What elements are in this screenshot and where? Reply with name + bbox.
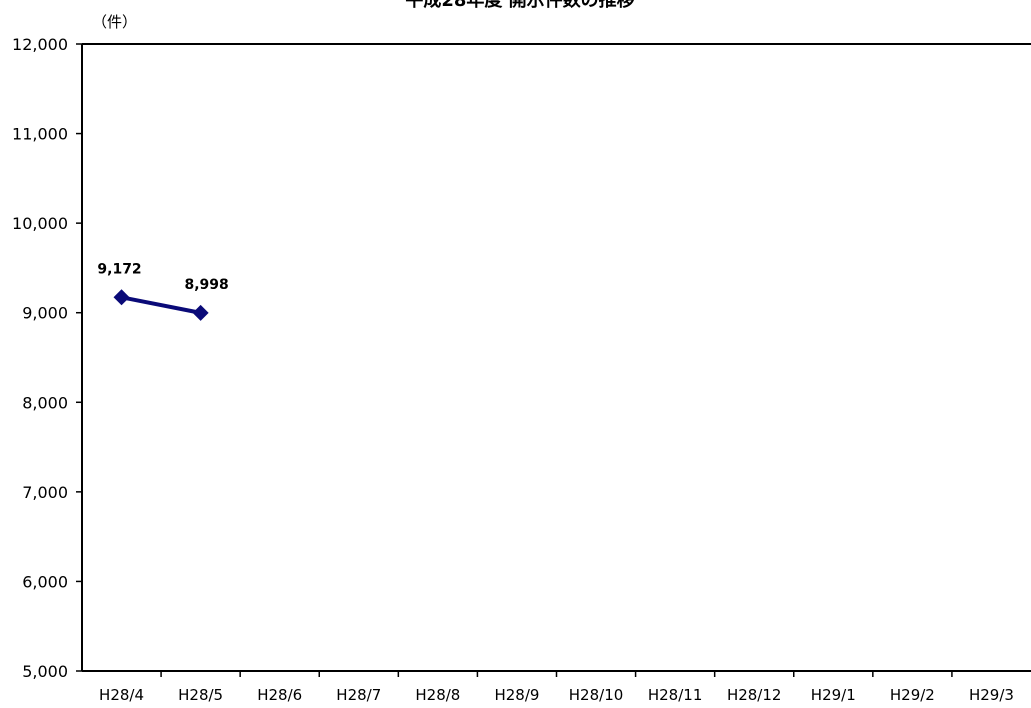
y-tick-label: 7,000: [22, 483, 68, 502]
x-tick-label: H28/6: [257, 686, 302, 704]
data-label: 8,998: [184, 277, 228, 293]
y-tick-label: 6,000: [22, 572, 68, 591]
data-point-marker: [113, 289, 130, 306]
data-point-marker: [192, 304, 209, 321]
chart-title: 平成28年度 開示件数の推移: [405, 0, 634, 11]
x-tick-label: H28/10: [569, 686, 624, 704]
y-axis-unit-label: （件）: [92, 13, 137, 31]
data-label: 9,172: [97, 261, 141, 277]
x-tick-label: H28/9: [494, 686, 539, 704]
y-tick-label: 11,000: [12, 125, 68, 144]
x-tick-label: H29/2: [890, 686, 935, 704]
y-tick-label: 5,000: [22, 662, 68, 681]
x-tick-label: H28/4: [99, 686, 144, 704]
x-tick-label: H28/5: [178, 686, 223, 704]
x-axis-ticks: H28/4 H28/5 H28/6 H28/7 H28/8 H28/9 H28/10 H28/…: [99, 671, 1014, 704]
x-tick-label: H28/7: [336, 686, 381, 704]
x-tick-label: H29/1: [811, 686, 856, 704]
x-tick-label: H28/12: [727, 686, 782, 704]
x-tick-label: H29/3: [969, 686, 1014, 704]
x-tick-label: H28/11: [648, 686, 703, 704]
axes: [81, 43, 1031, 672]
x-tick-label: H28/8: [415, 686, 460, 704]
y-tick-label: 9,000: [22, 304, 68, 323]
y-tick-label: 10,000: [12, 214, 68, 233]
y-tick-label: 8,000: [22, 393, 68, 412]
series-line: [121, 295, 202, 315]
data-labels: 9,172 8,998: [97, 261, 228, 293]
y-axis-ticks: 5,000 6,000 7,000 8,000 9,000 10,000 11,000 12,…: [12, 35, 82, 681]
y-tick-label: 12,000: [12, 35, 68, 54]
series-layer: [113, 289, 209, 321]
